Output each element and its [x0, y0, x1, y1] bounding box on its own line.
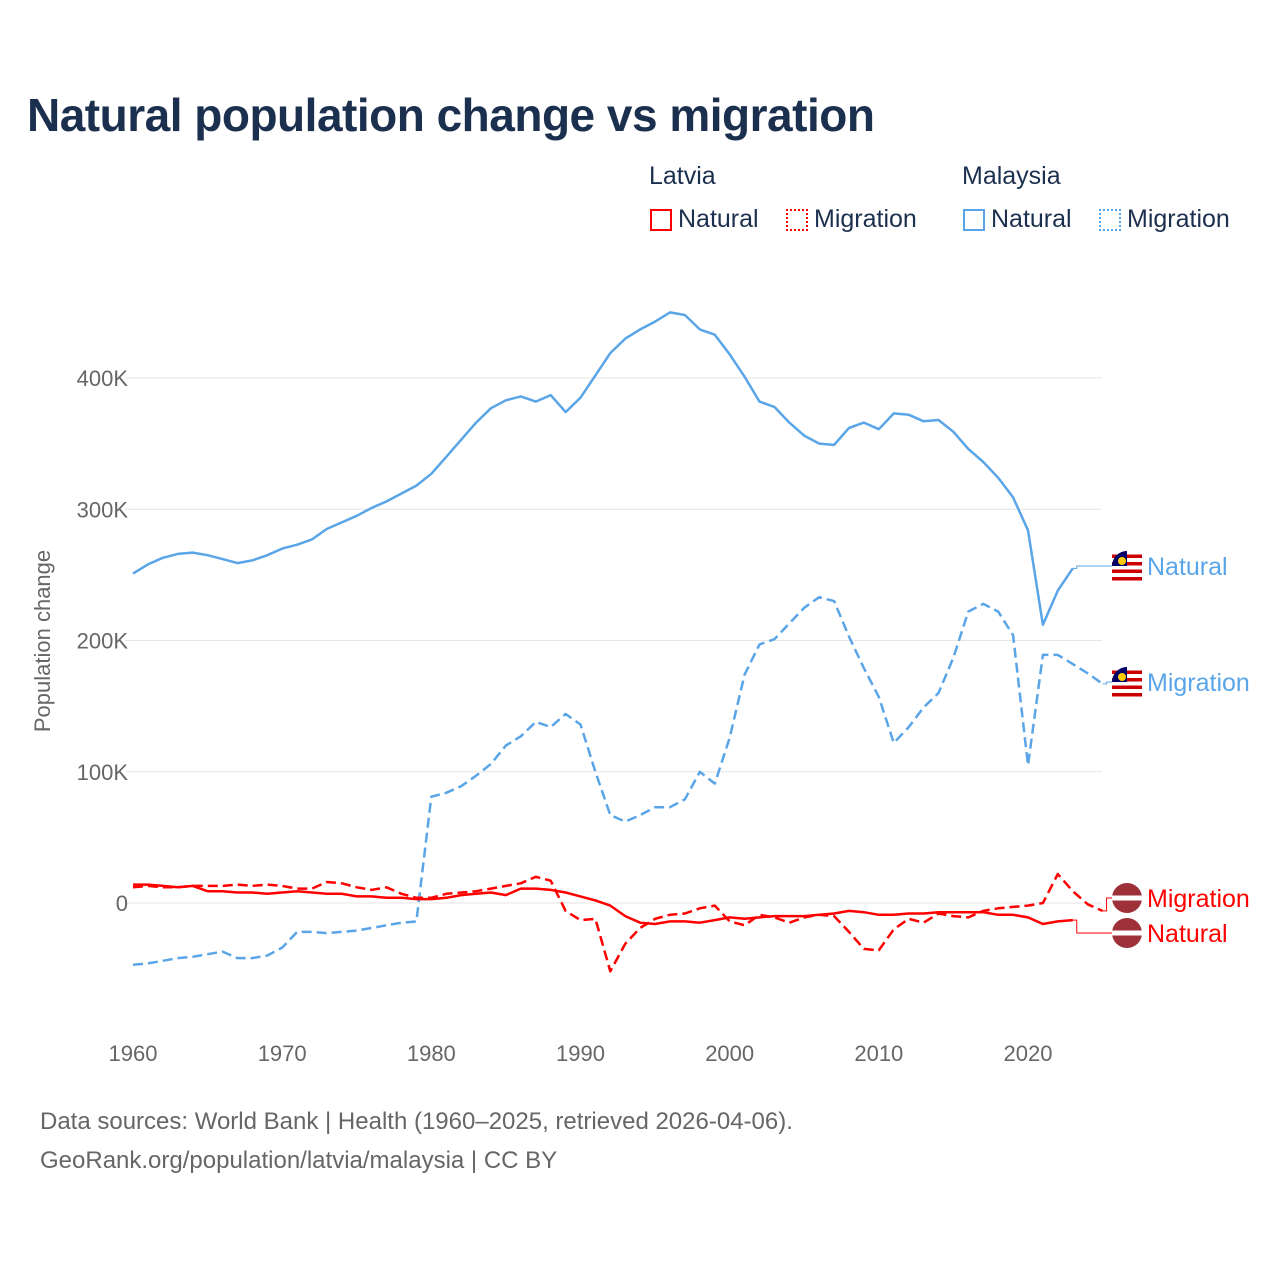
flag-crescent: [1118, 673, 1126, 681]
y-tick-label: 0: [116, 891, 128, 916]
footer-sources: Data sources: World Bank | Health (1960–…: [40, 1108, 793, 1135]
x-tick-label: 1970: [258, 1041, 307, 1066]
series-line-malaysia-natural: [132, 311, 1074, 627]
x-tick-label: 1960: [109, 1041, 158, 1066]
flag-stripe: [1112, 895, 1142, 901]
flag-stripe: [1112, 577, 1142, 581]
series-end-label: Natural: [1147, 920, 1228, 948]
series-line-latvia-natural: [133, 883, 1073, 926]
flag-stripe: [1112, 685, 1142, 689]
legend-label: Natural: [991, 205, 1072, 233]
x-tick-label: 1980: [407, 1041, 456, 1066]
flag-stripe: [1112, 569, 1142, 573]
series-end-label: Natural: [1147, 553, 1228, 581]
dotted-swatch-icon: [1099, 208, 1121, 231]
y-tick-label: 200K: [77, 629, 129, 654]
label-connector: [1102, 897, 1113, 912]
series-end-label: Migration: [1147, 885, 1250, 913]
legend-group-latvia: Latvia: [649, 162, 716, 190]
legend-label: Migration: [1127, 205, 1230, 233]
y-tick-label: 100K: [77, 760, 129, 785]
chart-title: Natural population change vs migration: [27, 89, 875, 141]
y-tick-label: 400K: [77, 366, 129, 391]
legend-latvia-migration[interactable]: Migration: [786, 205, 917, 234]
legend-malaysia-natural[interactable]: Natural: [963, 205, 1072, 234]
footer-link[interactable]: GeoRank.org/population/latvia/malaysia |…: [40, 1147, 558, 1174]
y-axis-label: Population change: [30, 550, 55, 732]
flag-stripe: [1112, 930, 1142, 936]
legend-label: Natural: [678, 205, 759, 233]
y-tick-label: 300K: [77, 497, 129, 522]
legend-label: Migration: [814, 205, 917, 233]
x-tick-label: 2010: [854, 1041, 903, 1066]
legend-malaysia-migration[interactable]: Migration: [1099, 205, 1230, 234]
series-end-label: Migration: [1147, 669, 1250, 697]
flag-crescent: [1118, 557, 1126, 565]
series-line-malaysia-migration: [132, 595, 1104, 966]
solid-swatch-icon: [963, 208, 985, 231]
flag-stripe: [1112, 693, 1142, 697]
dotted-swatch-icon: [786, 208, 808, 231]
label-connector: [1072, 565, 1113, 569]
label-connector: [1102, 681, 1113, 685]
legend-latvia-natural[interactable]: Natural: [650, 205, 759, 234]
x-tick-label: 2020: [1004, 1041, 1053, 1066]
label-connector: [1072, 919, 1113, 934]
series-line-latvia-migration: [132, 872, 1104, 973]
solid-swatch-icon: [650, 208, 672, 231]
x-tick-label: 2000: [705, 1041, 754, 1066]
legend-group-malaysia: Malaysia: [962, 162, 1061, 190]
x-tick-label: 1990: [556, 1041, 605, 1066]
